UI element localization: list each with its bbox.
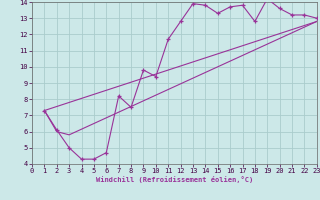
X-axis label: Windchill (Refroidissement éolien,°C): Windchill (Refroidissement éolien,°C) — [96, 176, 253, 183]
